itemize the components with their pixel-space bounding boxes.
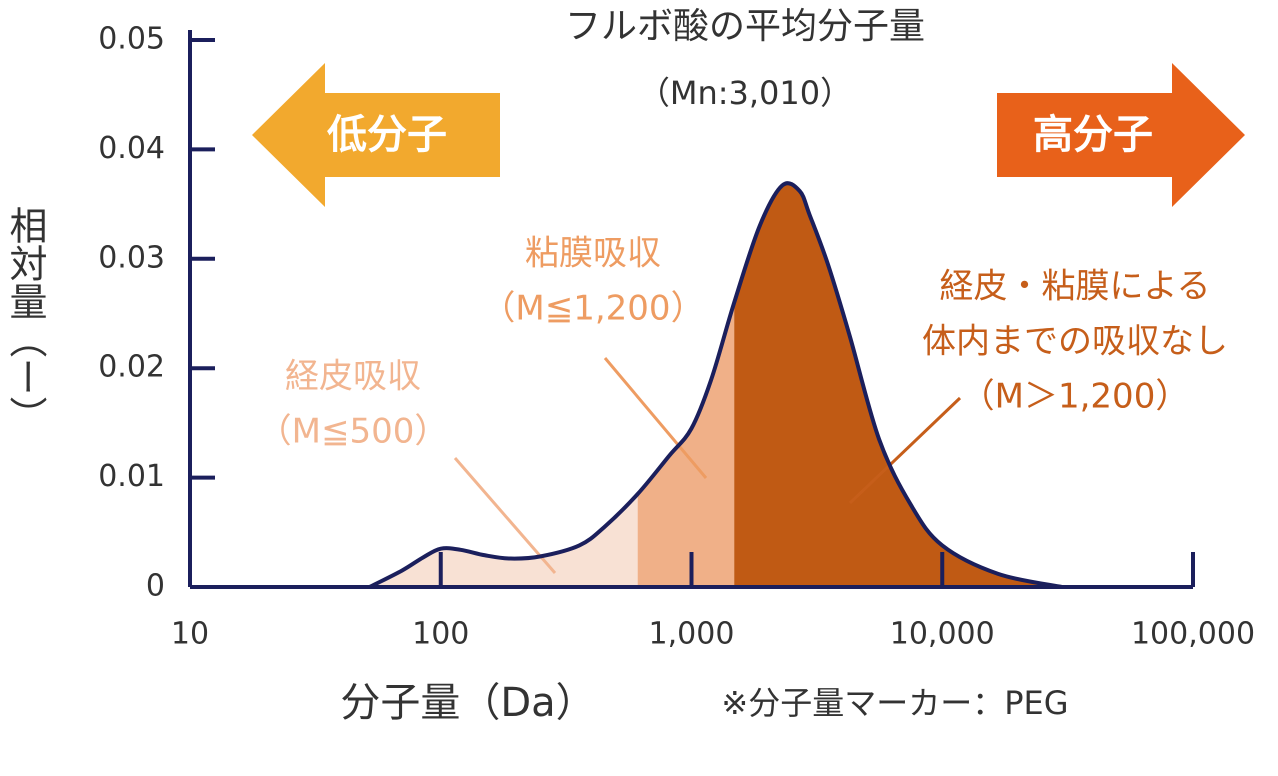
x-tick-label: 10 xyxy=(171,617,209,652)
annotation: 粘膜吸収 xyxy=(525,234,661,274)
annotation: （M＞1,200） xyxy=(961,377,1190,417)
x-tick-label: 100 xyxy=(412,617,469,652)
y-tick-label: 0.02 xyxy=(98,350,165,385)
annotation: （M≦1,200） xyxy=(481,289,704,329)
x-axis-label: 分子量（Da） xyxy=(340,680,595,726)
x-tick-label: 10,000 xyxy=(890,617,995,652)
y-tick-label: 0.05 xyxy=(98,22,165,57)
chart-title: フルボ酸の平均分子量 xyxy=(565,6,925,47)
leader-line xyxy=(453,457,557,574)
x-tick-label: 1,000 xyxy=(649,617,735,652)
y-tick-label: 0 xyxy=(146,569,165,604)
annotation: 経皮吸収 xyxy=(285,357,421,397)
y-tick-label: 0.01 xyxy=(98,459,165,494)
annotation: 経皮・粘膜による xyxy=(940,267,1211,307)
arrow-label: 低分子 xyxy=(327,112,447,158)
leader-line xyxy=(603,357,708,479)
arrow-high xyxy=(997,63,1245,207)
distribution-curve xyxy=(368,181,1063,589)
x-note: ※分子量マーカー：PEG xyxy=(721,684,1068,722)
y-tick-label: 0.03 xyxy=(98,240,165,275)
chart-subtitle: （Mn:3,010） xyxy=(638,74,852,112)
annotation: 体内までの吸収なし xyxy=(922,322,1228,362)
arrow-low xyxy=(252,63,500,207)
leader-line xyxy=(848,396,962,505)
y-axis-label: 相対量（ー） xyxy=(3,206,47,434)
x-tick-label: 100,000 xyxy=(1131,617,1255,652)
arrow-label: 高分子 xyxy=(1033,112,1153,158)
y-tick-label: 0.04 xyxy=(98,131,165,166)
annotation: （M≦500） xyxy=(258,412,449,452)
